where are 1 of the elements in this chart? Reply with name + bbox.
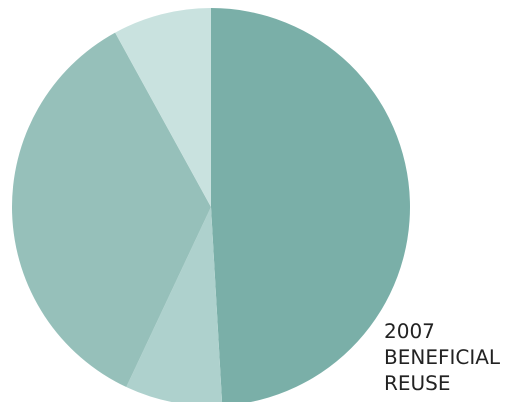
text: 2007 BENEFICIAL REUSE [384, 318, 502, 396]
